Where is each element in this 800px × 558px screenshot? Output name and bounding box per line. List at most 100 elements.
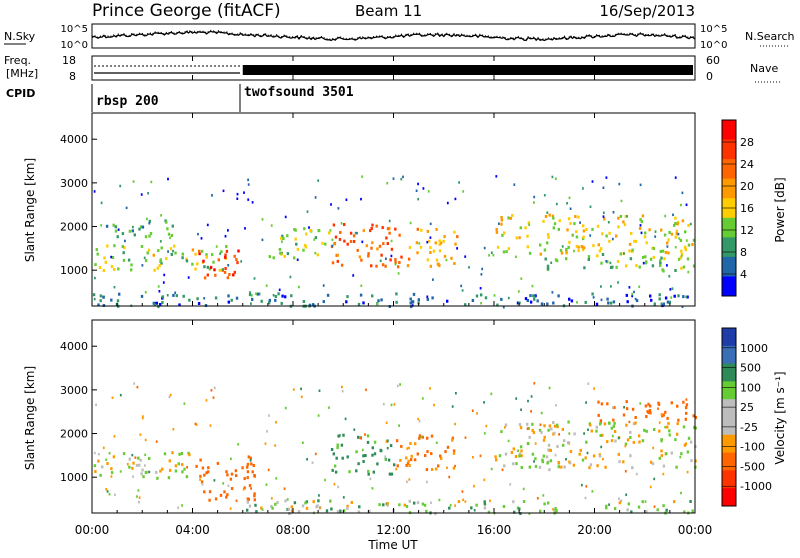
range-gate-cell: [442, 239, 445, 243]
range-gate-cell: [509, 216, 512, 220]
range-gate-cell: [606, 402, 609, 406]
range-gate-cell: [559, 248, 563, 252]
range-gate-cell: [336, 259, 339, 263]
range-gate-cell: [548, 448, 552, 452]
range-gate-cell: [520, 449, 523, 453]
range-gate-cell: [388, 219, 391, 223]
range-gate-cell: [676, 404, 679, 408]
range-gate-cell: [146, 251, 149, 255]
range-gate-cell: [555, 202, 558, 206]
colorbar-swatch: [722, 328, 736, 347]
range-gate-cell: [507, 216, 510, 220]
range-gate-cell: [677, 294, 680, 298]
range-gate-cell: [582, 224, 585, 228]
range-gate-cell: [293, 256, 296, 260]
range-gate-cell: [403, 503, 406, 507]
range-gate-cell: [209, 424, 212, 427]
range-gate-cell: [178, 452, 181, 456]
colorbar-tick-label: 16: [740, 202, 754, 215]
range-gate-cell: [105, 458, 108, 461]
range-gate-cell: [155, 470, 158, 474]
range-gate-cell: [682, 425, 686, 429]
range-gate-cell: [105, 488, 108, 491]
range-gate-cell: [318, 507, 321, 510]
range-gate-cell: [308, 226, 310, 229]
range-gate-cell: [410, 454, 413, 458]
range-gate-cell: [128, 465, 131, 469]
range-gate-cell: [93, 297, 96, 301]
range-gate-cell: [216, 461, 220, 465]
range-gate-cell: [536, 497, 539, 500]
range-gate-cell: [495, 175, 498, 178]
range-gate-cell: [280, 236, 283, 240]
range-gate-cell: [605, 176, 608, 179]
range-gate-cell: [124, 239, 126, 243]
range-gate-cell: [110, 471, 114, 475]
range-gate-cell: [505, 250, 508, 254]
range-gate-cell: [139, 458, 142, 462]
range-gate-cell: [141, 416, 144, 420]
range-gate-cell: [500, 222, 503, 226]
range-gate-cell: [446, 201, 449, 205]
range-gate-cell: [395, 300, 398, 304]
range-gate-cell: [608, 421, 611, 425]
range-gate-cell: [373, 440, 377, 444]
range-gate-cell: [580, 245, 583, 249]
range-gate-cell: [99, 299, 102, 303]
range-gate-cell: [410, 305, 413, 309]
range-gate-cell: [547, 235, 550, 239]
range-gate-cell: [317, 414, 320, 417]
range-gate-cell: [248, 484, 252, 488]
range-gate-cell: [557, 227, 560, 231]
range-gate-cell: [98, 266, 102, 269]
xtick-label: 00:00: [678, 523, 713, 537]
range-gate-cell: [396, 384, 399, 388]
range-gate-cell: [394, 258, 397, 261]
range-gate-cell: [114, 229, 118, 233]
range-gate-cell: [557, 461, 560, 464]
range-gate-cell: [627, 502, 630, 506]
range-gate-cell: [411, 304, 414, 307]
range-gate-cell: [286, 234, 289, 238]
range-gate-cell: [685, 295, 688, 299]
range-gate-cell: [214, 497, 218, 501]
range-gate-cell: [612, 211, 615, 214]
range-gate-cell: [94, 276, 96, 280]
range-gate-cell: [171, 451, 174, 455]
range-gate-cell: [598, 249, 602, 253]
range-gate-cell: [236, 197, 239, 200]
range-gate-cell: [272, 294, 275, 297]
range-gate-cell: [133, 233, 136, 237]
range-gate-cell: [640, 231, 643, 235]
range-gate-cell: [336, 446, 339, 450]
range-gate-cell: [507, 247, 510, 251]
noise-search-line: [91, 29, 696, 40]
mhz-label: [MHz]: [6, 67, 38, 80]
range-gate-cell: [275, 477, 278, 480]
range-gate-cell: [546, 267, 550, 271]
range-gate-cell: [110, 298, 113, 302]
range-gate-cell: [539, 509, 542, 513]
range-gate-cell: [592, 454, 596, 458]
range-gate-cell: [623, 406, 625, 409]
range-gate-cell: [402, 175, 404, 179]
range-gate-cell: [317, 179, 320, 182]
range-gate-cell: [464, 436, 467, 439]
range-gate-cell: [393, 403, 396, 406]
range-gate-cell: [416, 251, 419, 255]
range-gate-cell: [330, 203, 332, 206]
range-gate-cell: [333, 483, 336, 486]
range-gate-cell: [290, 505, 293, 509]
range-gate-cell: [158, 264, 161, 268]
range-gate-cell: [387, 458, 391, 462]
range-gate-cell: [691, 509, 694, 513]
range-gate-cell: [303, 227, 306, 231]
range-gate-cell: [659, 264, 662, 267]
range-gate-cell: [346, 455, 349, 459]
colorbar-swatch: [722, 178, 736, 199]
range-gate-cell: [658, 456, 661, 460]
range-gate-cell: [245, 465, 249, 469]
noise-panel: N.Sky 10^5 10^0 10^5 10^0 N.Search: [4, 23, 795, 51]
range-gate-cell: [226, 473, 229, 477]
range-gate-cell: [674, 216, 677, 220]
